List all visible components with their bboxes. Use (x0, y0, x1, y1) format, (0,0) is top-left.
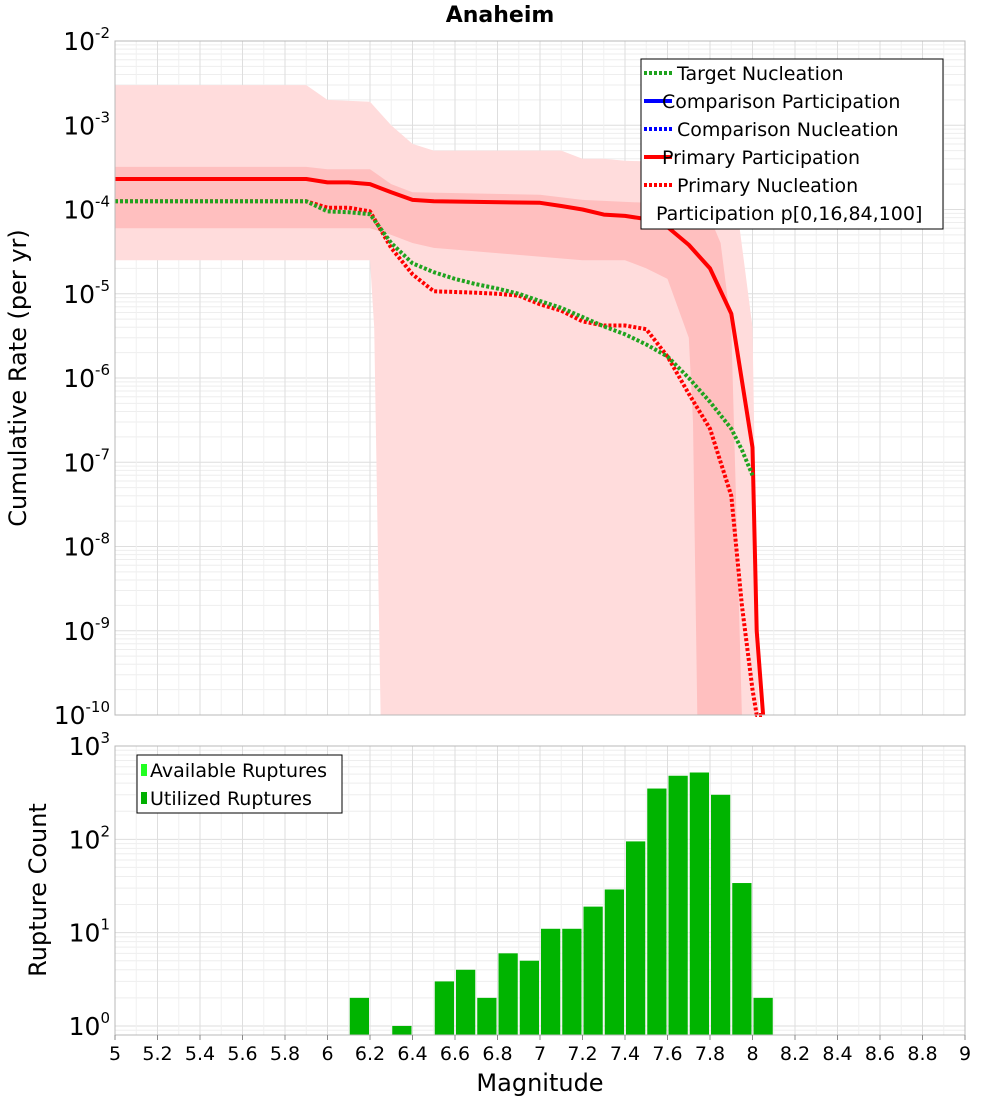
x-tick-label: 8 (746, 1043, 758, 1065)
top-y-tick-label: 10-2 (63, 24, 110, 56)
series-primary-nucleation (115, 199, 764, 717)
bottom-y-tick-label: 101 (69, 916, 110, 948)
x-tick-label: 8.8 (907, 1043, 937, 1065)
x-tick-label: 6.4 (397, 1043, 427, 1065)
legend-label: Comparison Nucleation (677, 119, 899, 141)
legend-label: Comparison Participation (662, 91, 900, 113)
x-tick-label: 6.6 (440, 1043, 470, 1065)
x-tick-label: 7.2 (567, 1043, 597, 1065)
bar (562, 928, 582, 1035)
legend-label: Utilized Ruptures (150, 788, 312, 810)
legend-swatch (141, 792, 147, 804)
top-y-tick-label: 10-6 (63, 361, 110, 393)
x-tick-label: 7.6 (652, 1043, 682, 1065)
bar (349, 997, 369, 1035)
x-tick-label: 6 (321, 1043, 333, 1065)
bar (456, 969, 476, 1035)
x-tick-label: 9 (959, 1043, 971, 1065)
top-y-tick-label: 10-7 (63, 445, 110, 477)
x-tick-label: 6.8 (482, 1043, 512, 1065)
bar (434, 981, 454, 1035)
legend-label: Primary Nucleation (677, 175, 858, 197)
legend-swatch (141, 764, 147, 776)
top-legend-box (640, 58, 944, 230)
legend-label: Primary Participation (662, 147, 860, 169)
x-tick-label: 7 (534, 1043, 546, 1065)
bar (689, 772, 709, 1035)
bar (519, 960, 539, 1035)
bottom-legend-box (136, 754, 343, 814)
chart-title: Anaheim (446, 3, 555, 28)
top-y-axis-label: Cumulative Rate (per yr) (4, 229, 32, 527)
bar (647, 788, 667, 1035)
bar (392, 1025, 412, 1035)
x-tick-label: 8.4 (822, 1043, 852, 1065)
x-tick-label: 7.4 (610, 1043, 640, 1065)
bar (604, 889, 624, 1035)
x-tick-label: 8.6 (865, 1043, 895, 1065)
bottom-y-tick-label: 102 (69, 822, 110, 854)
bottom-y-tick-label: 100 (69, 1009, 110, 1041)
x-tick-label: 5 (109, 1043, 121, 1065)
x-tick-label: 5.2 (142, 1043, 172, 1065)
x-tick-label: 5.8 (270, 1043, 300, 1065)
top-y-tick-label: 10-4 (63, 193, 110, 225)
x-axis-label: Magnitude (476, 1069, 603, 1097)
x-tick-label: 5.6 (227, 1043, 257, 1065)
top-y-tick-label: 10-9 (63, 614, 110, 646)
bar (668, 775, 688, 1035)
bottom-plot: 103 102 101 100 5 5.2 5.4 5.6 5.8 6 6.2 6.4 6.6 6.8 7… (24, 729, 971, 1097)
x-tick-label: 8.2 (780, 1043, 810, 1065)
bar (711, 794, 731, 1035)
bar (477, 997, 497, 1035)
top-legend: Target Nucleation Comparison Participatio… (640, 58, 944, 230)
legend-label: Participation p[0,16,84,100] (656, 203, 922, 225)
bar (753, 997, 773, 1035)
bar (541, 928, 561, 1035)
legend-label: Available Ruptures (150, 760, 327, 782)
top-y-tick-label: 10-5 (63, 277, 110, 309)
x-tick-label: 7.8 (695, 1043, 725, 1065)
top-plot: 10-2 10-3 10-4 10-5 10-6 10-7 10-8 10-9 10-10 Cu… (4, 24, 966, 730)
bottom-y-tick-label: 103 (69, 729, 110, 761)
top-y-tick-label: 10-8 (63, 530, 110, 562)
bottom-legend: Available Ruptures Utilized Ruptures (136, 754, 343, 814)
top-y-tick-label: 10-10 (54, 698, 110, 730)
bar (498, 953, 518, 1035)
x-tick-label: 5.4 (185, 1043, 215, 1065)
bar (732, 883, 752, 1035)
legend-label: Target Nucleation (676, 63, 844, 85)
bottom-y-axis-label: Rupture Count (24, 803, 52, 977)
bar (583, 906, 603, 1035)
series-target-nucleation (115, 199, 755, 477)
bar (626, 841, 646, 1035)
top-y-tick-label: 10-3 (63, 108, 110, 140)
series-primary-participation (115, 177, 766, 716)
x-tick-label: 6.2 (355, 1043, 385, 1065)
top-plot-frame (114, 40, 966, 716)
